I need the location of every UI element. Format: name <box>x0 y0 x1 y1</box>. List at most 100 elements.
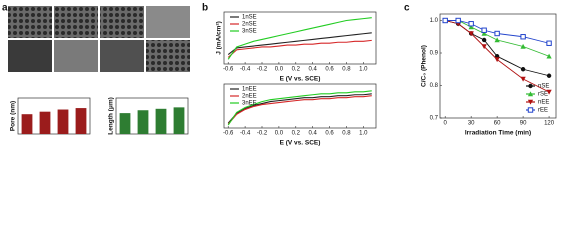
x-tick-label: -0.2 <box>257 67 268 73</box>
x-tick-label: -0.6 <box>223 67 234 73</box>
legend-label: 2nEE <box>242 94 257 100</box>
bar <box>137 110 149 134</box>
x-tick-label: 0.6 <box>325 67 334 73</box>
bar <box>173 107 185 134</box>
x-tick-label: 0.0 <box>275 131 284 137</box>
legend-label: rEE <box>538 108 548 114</box>
marker <box>520 67 526 72</box>
marker <box>468 31 474 37</box>
x-tick-label: 0.8 <box>342 131 351 137</box>
y-axis-label: J (mA/cm²) <box>216 21 223 55</box>
plot-frame <box>439 13 557 119</box>
series-line <box>227 17 372 60</box>
bar <box>119 113 131 134</box>
y-tick-label: 0.9 <box>430 51 439 57</box>
x-tick-label: 0.2 <box>292 131 301 137</box>
legend-marker <box>527 91 534 97</box>
marker <box>494 57 500 63</box>
x-tick-label: 1.0 <box>359 67 368 73</box>
bar <box>57 109 69 134</box>
figure: a b c Pore (nm) Length (μm) J (mA/cm²) E (V… <box>2 3 557 147</box>
marker <box>494 37 500 43</box>
x-tick-label: -0.4 <box>240 131 251 137</box>
bar <box>21 114 33 134</box>
y-tick-label: 0.7 <box>430 116 439 122</box>
bar <box>75 108 87 134</box>
marker <box>468 24 474 30</box>
series-line <box>227 93 372 124</box>
legend-label: rSE <box>538 92 548 98</box>
marker <box>546 89 552 95</box>
plot-frame <box>17 97 91 135</box>
marker <box>481 44 487 50</box>
legend-marker <box>528 83 533 89</box>
plot-frame <box>223 11 377 65</box>
y-axis-label: C/C₀ (Phenol) <box>421 45 428 87</box>
marker <box>520 43 526 49</box>
x-axis-label: E (V vs. SCE) <box>280 140 321 147</box>
legend-label: 3nSE <box>242 29 257 35</box>
micrograph <box>54 6 98 38</box>
bar <box>39 111 51 134</box>
x-tick-label: 0.4 <box>308 131 317 137</box>
x-tick-label: 30 <box>468 121 475 127</box>
y-axis-label: Length (μm) <box>108 97 115 135</box>
y-axis-label: Pore (nm) <box>10 101 17 131</box>
series-line <box>227 90 372 126</box>
marker <box>481 30 487 36</box>
marker <box>520 34 526 40</box>
x-tick-label: 0 <box>444 121 448 127</box>
x-tick-label: -0.2 <box>257 131 268 137</box>
legend-label: 2nSE <box>242 22 257 28</box>
marker <box>546 53 552 59</box>
plot-frame <box>115 97 189 135</box>
marker <box>481 27 487 33</box>
marker <box>520 76 526 82</box>
y-tick-label: 1.0 <box>430 18 439 24</box>
x-tick-label: 90 <box>520 121 527 127</box>
micrograph <box>100 6 144 38</box>
panel-label: b <box>202 3 208 14</box>
x-tick-label: 0.0 <box>275 67 284 73</box>
x-tick-label: 0.6 <box>325 131 334 137</box>
marker <box>494 30 500 37</box>
marker <box>442 17 448 24</box>
marker <box>546 40 552 46</box>
x-tick-label: 0.4 <box>308 67 317 73</box>
series-line <box>227 32 372 55</box>
x-tick-label: -0.4 <box>240 67 251 73</box>
x-tick-label: 0.8 <box>342 67 351 73</box>
legend-label: 1nEE <box>242 87 257 93</box>
marker <box>468 21 474 27</box>
series-line <box>227 95 372 125</box>
micrograph <box>54 40 98 72</box>
legend-label: nEE <box>538 100 549 106</box>
marker <box>481 37 487 43</box>
panel-label: c <box>404 3 410 14</box>
plot-frame <box>223 83 377 129</box>
panel-label: a <box>2 3 8 14</box>
micrographs <box>8 6 190 72</box>
bar <box>155 108 167 134</box>
micrograph <box>146 6 190 38</box>
legend-marker <box>527 107 534 113</box>
y-tick-label: 0.8 <box>430 83 439 89</box>
marker <box>455 17 461 24</box>
x-tick-label: 60 <box>494 121 501 127</box>
x-axis-label: Irradiation Time (min) <box>465 130 531 137</box>
x-tick-label: 0.2 <box>292 67 301 73</box>
micrograph <box>100 40 144 72</box>
x-tick-label: 1.0 <box>359 131 368 137</box>
x-tick-label: 120 <box>544 121 555 127</box>
legend-label: 1nSE <box>242 15 257 21</box>
legend-marker <box>527 99 534 105</box>
legend-label: nSE <box>538 84 549 90</box>
x-tick-label: -0.6 <box>223 131 234 137</box>
x-axis-label: E (V vs. SCE) <box>280 76 321 83</box>
micrograph <box>8 6 52 38</box>
legend-label: 3nEE <box>242 101 257 107</box>
micrograph <box>8 40 52 72</box>
series-line <box>445 20 550 77</box>
marker <box>546 73 552 78</box>
series-line <box>227 39 372 58</box>
